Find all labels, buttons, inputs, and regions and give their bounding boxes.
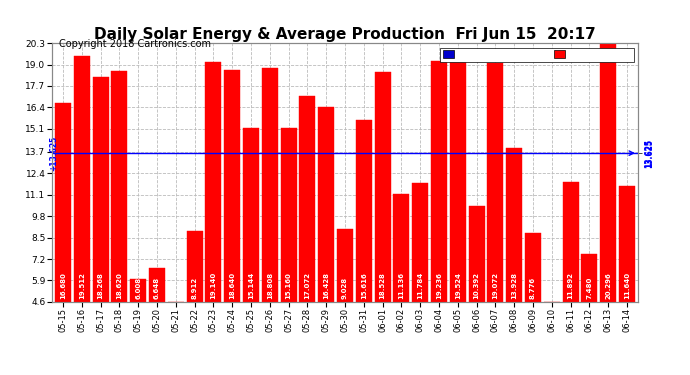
Text: 18.620: 18.620 <box>117 273 122 299</box>
Text: 19.236: 19.236 <box>436 273 442 299</box>
Text: 11.136: 11.136 <box>398 272 404 299</box>
Text: 18.640: 18.640 <box>229 272 235 299</box>
Legend: Average  (kWh), Daily  (kWh): Average (kWh), Daily (kWh) <box>440 48 633 62</box>
Text: 19.512: 19.512 <box>79 273 85 299</box>
Text: 19.140: 19.140 <box>210 272 217 299</box>
Text: 11.784: 11.784 <box>417 272 423 299</box>
Text: 13.625: 13.625 <box>645 139 654 168</box>
Bar <box>582 254 598 302</box>
Bar <box>619 186 635 302</box>
Bar <box>393 194 409 302</box>
Text: 20.296: 20.296 <box>605 273 611 299</box>
Text: 8.776: 8.776 <box>530 277 536 299</box>
Text: 6.008: 6.008 <box>135 277 141 299</box>
Bar <box>337 229 353 302</box>
Text: 16.680: 16.680 <box>60 273 66 299</box>
Bar <box>281 128 297 302</box>
Bar <box>130 279 146 302</box>
Title: Daily Solar Energy & Average Production  Fri Jun 15  20:17: Daily Solar Energy & Average Production … <box>94 27 596 42</box>
Bar <box>469 206 484 302</box>
Text: 15.616: 15.616 <box>361 273 367 299</box>
Bar <box>186 231 203 302</box>
Bar <box>149 268 165 302</box>
Text: 19.524: 19.524 <box>455 272 461 299</box>
Text: 18.528: 18.528 <box>380 273 386 299</box>
Text: 18.268: 18.268 <box>97 273 104 299</box>
Text: 16.428: 16.428 <box>323 272 329 299</box>
Bar <box>356 120 372 302</box>
Bar <box>431 61 447 302</box>
Text: +13.625: +13.625 <box>49 135 58 171</box>
Bar <box>506 148 522 302</box>
Text: 15.160: 15.160 <box>286 273 292 299</box>
Text: 17.072: 17.072 <box>304 272 310 299</box>
Bar <box>487 63 504 302</box>
Bar <box>299 96 315 302</box>
Text: 18.808: 18.808 <box>267 272 273 299</box>
Text: 7.480: 7.480 <box>586 277 593 299</box>
Bar <box>224 70 240 302</box>
Bar <box>74 56 90 302</box>
Bar <box>525 233 541 302</box>
Text: 10.392: 10.392 <box>473 272 480 299</box>
Bar <box>111 71 128 302</box>
Text: 11.640: 11.640 <box>624 272 630 299</box>
Bar <box>262 68 278 302</box>
Bar <box>600 43 616 302</box>
Text: 15.144: 15.144 <box>248 272 254 299</box>
Text: 6.648: 6.648 <box>154 277 160 299</box>
Bar <box>450 56 466 302</box>
Bar <box>412 183 428 302</box>
Bar <box>206 62 221 302</box>
Bar <box>92 76 108 302</box>
Text: 13.928: 13.928 <box>511 272 518 299</box>
Bar <box>375 72 391 302</box>
Bar <box>562 182 579 302</box>
Text: 8.912: 8.912 <box>192 277 197 299</box>
Text: Copyright 2018 Cartronics.com: Copyright 2018 Cartronics.com <box>59 39 210 50</box>
Bar <box>55 103 71 302</box>
Text: 11.892: 11.892 <box>568 272 573 299</box>
Bar <box>243 128 259 302</box>
Text: 9.028: 9.028 <box>342 277 348 299</box>
Text: 19.072: 19.072 <box>493 272 498 299</box>
Bar <box>318 107 334 302</box>
